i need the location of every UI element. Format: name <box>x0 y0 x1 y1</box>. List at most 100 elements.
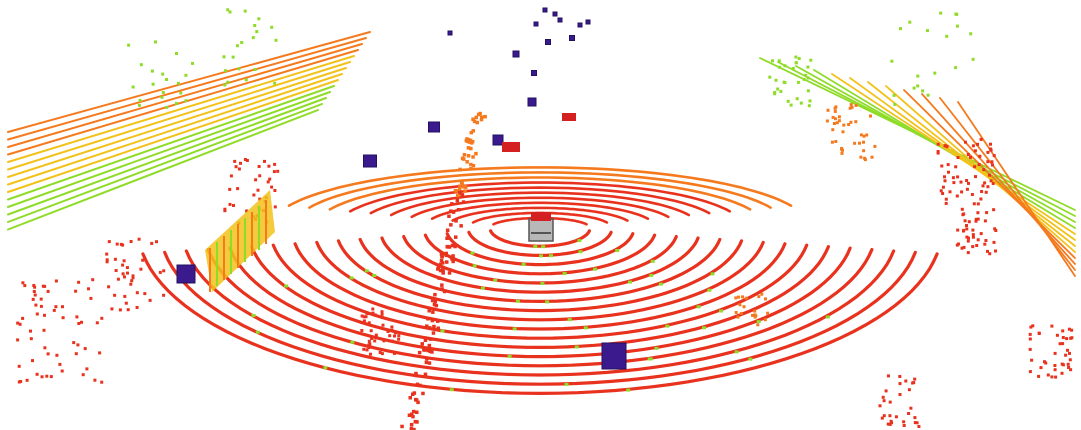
scatter-point <box>1061 336 1065 339</box>
cube-icon <box>577 22 583 28</box>
ring-point <box>541 245 546 249</box>
scatter-point <box>29 329 32 333</box>
scatter-point <box>131 276 135 280</box>
scatter-point <box>947 170 950 174</box>
cube-icon <box>557 17 563 23</box>
scatter-point <box>965 235 969 239</box>
curb-point <box>440 287 444 291</box>
scatter-point <box>849 120 853 124</box>
scatter-point <box>979 232 983 236</box>
scatter-point <box>91 278 95 282</box>
scatter-point <box>894 415 898 419</box>
scatter-point <box>158 270 162 274</box>
scatter-point <box>1067 327 1071 331</box>
scatter-point <box>882 399 886 403</box>
scatter-point <box>121 263 125 267</box>
scatter-point <box>273 205 277 209</box>
scatter-point <box>52 308 56 312</box>
curb-point <box>459 224 463 228</box>
cube-icon <box>512 50 520 58</box>
scatter-point <box>116 277 120 281</box>
scatter-point <box>35 312 39 316</box>
scatter-point <box>984 190 988 194</box>
curb-point <box>437 276 441 280</box>
scatter-point <box>884 389 888 393</box>
side-vehicle-body <box>205 190 275 292</box>
curb-point <box>415 382 420 387</box>
scatter-point <box>779 89 783 93</box>
scatter-point <box>926 29 929 33</box>
scatter-point <box>807 104 811 108</box>
cube-icon <box>545 39 551 45</box>
scatter-point <box>809 58 813 62</box>
scatter-point <box>980 190 984 193</box>
scatter-point <box>43 313 46 317</box>
scatter-point <box>130 279 134 283</box>
scatter-point <box>105 252 109 256</box>
scatter-point <box>962 212 966 216</box>
ground-ring <box>163 250 917 386</box>
scatter-point <box>944 197 948 201</box>
scatter-point <box>941 192 945 195</box>
scatter-point <box>21 281 25 285</box>
scatter-point <box>135 291 139 295</box>
ring-point <box>549 254 553 258</box>
scatter-point <box>46 289 50 293</box>
curb-point <box>462 185 466 189</box>
scatter-point <box>226 80 230 84</box>
scatter-point <box>1028 370 1032 374</box>
curb-point <box>468 138 473 143</box>
scatter-point <box>888 400 892 404</box>
curb-point <box>471 163 476 168</box>
scatter-point <box>808 99 812 103</box>
curb-point <box>427 361 432 365</box>
curb-point <box>423 338 428 342</box>
scatter-point <box>125 266 129 270</box>
scatter-point <box>858 141 861 145</box>
curb-point <box>454 189 458 193</box>
scatter-point <box>913 416 917 420</box>
scatter-point <box>976 142 979 146</box>
scatter-point <box>916 74 920 78</box>
scatter-point <box>774 78 778 82</box>
scatter-point <box>1053 368 1057 372</box>
ring-point <box>696 305 701 309</box>
curb-point <box>445 228 450 232</box>
scatter-point <box>988 173 991 177</box>
scatter-point <box>778 65 782 69</box>
scatter-point <box>245 159 249 162</box>
right-scan-line <box>957 101 1076 277</box>
scatter-point <box>31 359 34 363</box>
scatter-point <box>23 284 27 288</box>
scatter-point <box>371 311 375 315</box>
ring-point <box>825 315 830 319</box>
scatter-point <box>831 128 835 132</box>
scatter-point <box>890 59 894 63</box>
curb-point <box>441 269 445 274</box>
curb-point <box>414 373 418 378</box>
scatter-point <box>33 285 37 289</box>
scatter-point <box>1029 325 1033 329</box>
scatter-point <box>806 76 810 80</box>
scatter-point <box>960 190 964 194</box>
curb-point <box>410 412 414 416</box>
curb-point <box>421 391 425 396</box>
scatter-point <box>756 323 760 327</box>
scatter-point <box>835 121 839 125</box>
scatter-point <box>850 105 854 109</box>
scatter-point <box>1068 351 1071 355</box>
scatter-point <box>237 167 241 171</box>
scatter-point <box>840 151 844 155</box>
scatter-point <box>806 89 810 93</box>
scatter-point <box>244 78 248 82</box>
scatter-point <box>763 318 767 322</box>
scatter-point <box>243 9 247 13</box>
scatter-point <box>926 93 930 97</box>
scatter-point <box>83 347 87 351</box>
ring-point <box>545 300 550 304</box>
cube-icon <box>542 7 548 13</box>
scatter-point <box>975 244 979 247</box>
scatter-point <box>913 377 917 381</box>
scatter-point <box>913 421 917 425</box>
curb-point <box>450 202 454 206</box>
